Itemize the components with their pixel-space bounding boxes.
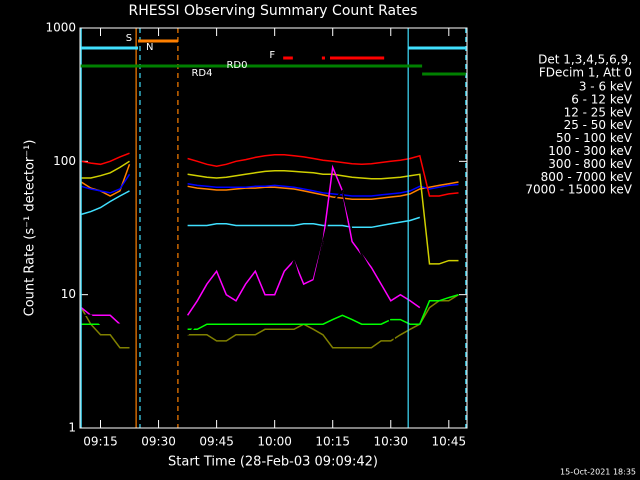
y-axis-label: Count Rate (s⁻¹ detector⁻¹)	[23, 140, 38, 317]
flag-label: N	[146, 42, 153, 53]
x-tick-label: 10:45	[432, 435, 467, 449]
y-tick-label: 100	[53, 154, 76, 168]
footer-date: 15-Oct-2021 18:35	[560, 468, 636, 477]
legend-entry: 100 - 300 keV	[548, 144, 632, 158]
legend-entry: 3 - 6 keV	[579, 80, 633, 94]
flag-label: S	[126, 33, 132, 44]
series-line	[80, 173, 459, 197]
series-line	[81, 293, 459, 331]
series-line	[80, 164, 421, 325]
x-axis-label: Start Time (28-Feb-03 09:09:42)	[168, 455, 378, 470]
plot-frame	[79, 27, 468, 429]
series-line	[80, 294, 459, 349]
series-line	[81, 152, 459, 197]
x-tick-label: 09:30	[141, 435, 176, 449]
x-tick-label: 10:30	[373, 435, 408, 449]
legend-entry: 50 - 100 keV	[556, 131, 633, 145]
x-tick-label: 10:15	[315, 435, 350, 449]
legend-entry: 6 - 12 keV	[571, 92, 633, 106]
legend-header: Det 1,3,4,5,6,9,	[538, 53, 632, 67]
chart-title: RHESSI Observing Summary Count Rates	[129, 3, 418, 19]
y-tick-label: 1000	[45, 21, 76, 35]
x-tick-label: 09:45	[199, 435, 234, 449]
series-line	[80, 190, 421, 229]
flag-label: F	[269, 50, 275, 61]
legend-header: FDecim 1, Att 0	[539, 66, 632, 80]
x-tick-label: 09:15	[83, 435, 118, 449]
flag-label: RD0	[226, 60, 247, 71]
series-line	[80, 164, 459, 200]
series-line	[81, 160, 459, 265]
legend-entry: 300 - 800 keV	[548, 157, 632, 171]
x-tick-label: 10:00	[257, 435, 292, 449]
legend-entry: 25 - 50 keV	[564, 118, 633, 132]
series-line	[81, 189, 421, 405]
y-tick-label: 1	[68, 421, 76, 435]
legend-entry: 12 - 25 keV	[564, 105, 633, 119]
y-tick-label: 10	[61, 287, 76, 301]
flag-label: RD4	[191, 68, 212, 79]
legend-entry: 800 - 7000 keV	[541, 170, 633, 184]
legend-entry: 7000 - 15000 keV	[525, 183, 632, 197]
